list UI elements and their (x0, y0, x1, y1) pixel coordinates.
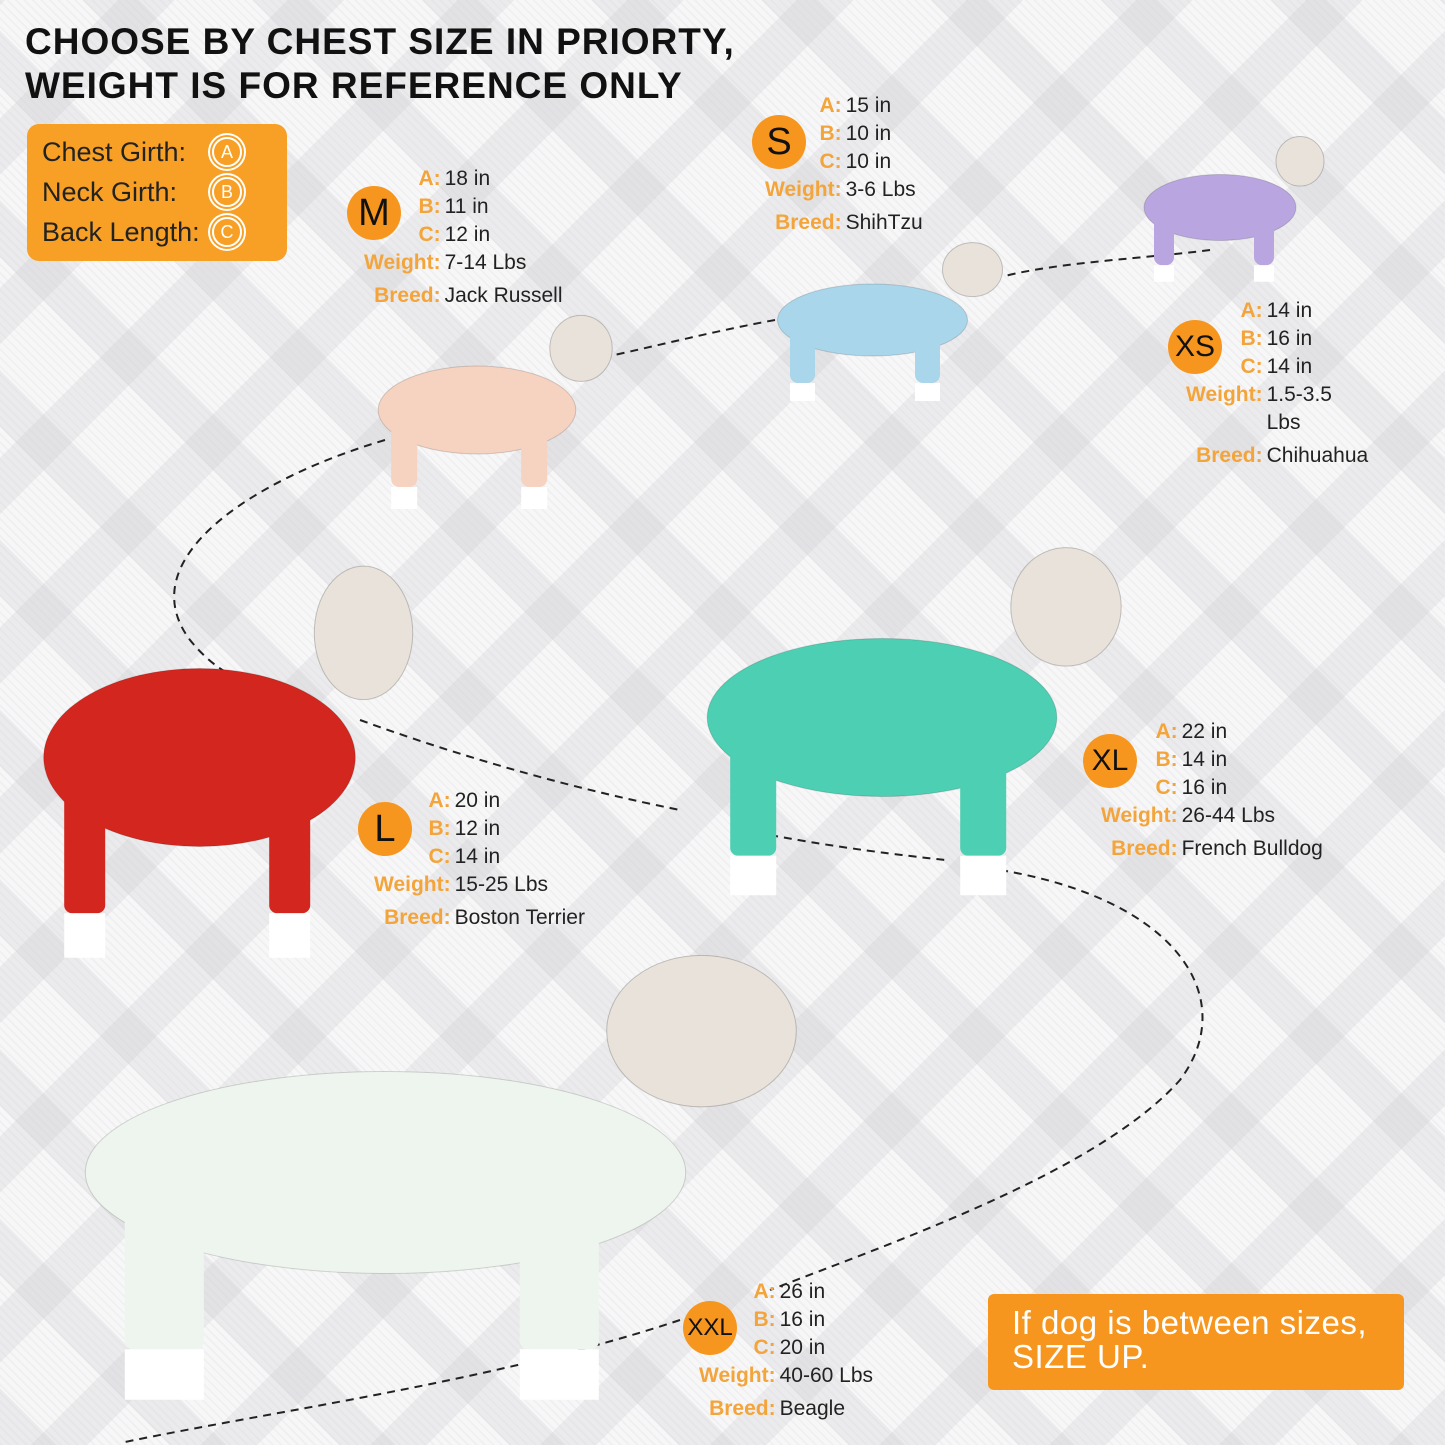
legend-back-length: Back Length: C (42, 212, 287, 252)
size-l-badge: L (358, 802, 412, 856)
back-length-value: 14 in (454, 845, 501, 868)
neck-girth-value: 16 in (779, 1308, 826, 1331)
chest-girth-label: A: (418, 167, 441, 190)
breed-label: Breed: (374, 284, 441, 307)
weight-label: Weight: (699, 1364, 776, 1387)
size-xxl-dog-in-pajamas (30, 920, 820, 1425)
neck-girth-value: 10 in (845, 122, 892, 145)
neck-girth-label: B: (428, 817, 451, 840)
note-line-2: SIZE UP. (1012, 1338, 1150, 1375)
back-length-label: C: (418, 223, 441, 246)
neck-girth-value: 12 in (454, 817, 501, 840)
headline-line-1: CHOOSE BY CHEST SIZE IN PRIORTY, (25, 21, 735, 62)
breed-label: Breed: (1196, 444, 1263, 467)
size-m-badge: M (347, 186, 401, 240)
weight-label: Weight: (364, 251, 441, 274)
weight-value: 7-14 Lbs (444, 251, 527, 274)
size-l-dog-in-pajamas (15, 535, 425, 980)
size-xl-badge: XL (1083, 734, 1137, 788)
chest-girth-label: A: (1240, 299, 1263, 322)
legend-neck-girth: Neck Girth: B (42, 172, 287, 212)
chest-girth-value: 15 in (845, 94, 892, 117)
size-xs-badge: XS (1168, 320, 1222, 374)
neck-girth-label: B: (1240, 327, 1263, 350)
chest-girth-label: A: (819, 94, 842, 117)
neck-girth-value: 16 in (1266, 327, 1313, 350)
weight-label: Weight: (1101, 804, 1178, 827)
back-length-label: C: (1155, 776, 1178, 799)
back-length-label: C: (819, 150, 842, 173)
breed-value: French Bulldog (1181, 837, 1323, 860)
weight-label: Weight: (1186, 383, 1263, 406)
weight-value: 15-25 Lbs (454, 873, 549, 896)
size-m-specs: A: 18 in B: 11 in C: 12 in Weight: 7-14 Lbs Bree… (364, 165, 562, 310)
chest-girth-label: A: (1155, 720, 1178, 743)
size-xxl-badge: XXL (683, 1301, 737, 1355)
chest-girth-value: 20 in (454, 789, 501, 812)
headline-line-2: WEIGHT IS FOR REFERENCE ONLY (25, 65, 683, 106)
back-length-label: C: (428, 845, 451, 868)
chest-girth-value: 18 in (444, 167, 491, 190)
chest-girth-label: A: (428, 789, 451, 812)
breed-label: Breed: (1111, 837, 1178, 860)
back-length-value: 14 in (1266, 355, 1313, 378)
size-s-dog-in-pajamas (760, 230, 1010, 410)
circled-c-icon: C (212, 217, 242, 247)
size-s-specs: A: 15 in B: 10 in C: 10 in Weight: 3-6 Lbs Breed… (765, 92, 923, 237)
size-s-badge: S (752, 115, 806, 169)
back-length-label: C: (753, 1336, 776, 1359)
neck-girth-label: B: (1155, 748, 1178, 771)
breed-label: Breed: (709, 1397, 776, 1420)
chest-girth-label: A: (753, 1280, 776, 1303)
size-xs-specs: A: 14 in B: 16 in C: 14 in Weight: 1.5-3.5 Lbs B… (1186, 297, 1368, 470)
size-xl-specs: A: 22 in B: 14 in C: 16 in Weight: 26-44 Lbs Bre… (1101, 718, 1323, 863)
breed-value: Chihuahua (1266, 444, 1369, 467)
chest-girth-value: 22 in (1181, 720, 1228, 743)
breed-value: Boston Terrier (454, 906, 585, 929)
breed-label: Breed: (775, 211, 842, 234)
back-length-value: 10 in (845, 150, 892, 173)
weight-label: Weight: (374, 873, 451, 896)
neck-girth-label: B: (753, 1308, 776, 1331)
back-length-label: C: (1240, 355, 1263, 378)
measurement-legend: Chest Girth: A Neck Girth: B Back Length: C (27, 124, 287, 261)
weight-value: 40-60 Lbs (779, 1364, 874, 1387)
size-xs-dog-in-pajamas (1130, 125, 1330, 290)
neck-girth-label: B: (418, 195, 441, 218)
size-l-specs: A: 20 in B: 12 in C: 14 in Weight: 15-25 Lbs Bre… (374, 787, 585, 932)
weight-value: 1.5-3.5 Lbs (1266, 383, 1332, 434)
note-line-1: If dog is between sizes, (1012, 1304, 1368, 1341)
neck-girth-value: 14 in (1181, 748, 1228, 771)
circled-a-icon: A (212, 137, 242, 167)
chest-girth-value: 26 in (779, 1280, 826, 1303)
headline: CHOOSE BY CHEST SIZE IN PRIORTY, WEIGHT … (25, 20, 735, 108)
neck-girth-value: 11 in (444, 195, 489, 218)
circled-b-icon: B (212, 177, 242, 207)
breed-value: ShihTzu (845, 211, 923, 234)
back-length-value: 20 in (779, 1336, 826, 1359)
size-xxl-specs: A: 26 in B: 16 in C: 20 in Weight: 40-60 Lbs Bre… (699, 1278, 873, 1423)
weight-value: 3-6 Lbs (845, 178, 916, 201)
neck-girth-label: B: (819, 122, 842, 145)
weight-value: 26-44 Lbs (1181, 804, 1276, 827)
size-up-note: If dog is between sizes, SIZE UP. (988, 1294, 1404, 1390)
size-xl-dog-in-pajamas (675, 520, 1135, 915)
size-m-dog-in-pajamas (360, 300, 620, 520)
breed-value: Beagle (779, 1397, 845, 1420)
weight-label: Weight: (765, 178, 842, 201)
chest-girth-value: 14 in (1266, 299, 1313, 322)
back-length-value: 12 in (444, 223, 491, 246)
back-length-value: 16 in (1181, 776, 1228, 799)
legend-chest-girth: Chest Girth: A (42, 132, 287, 172)
breed-label: Breed: (384, 906, 451, 929)
breed-value: Jack Russell (444, 284, 563, 307)
